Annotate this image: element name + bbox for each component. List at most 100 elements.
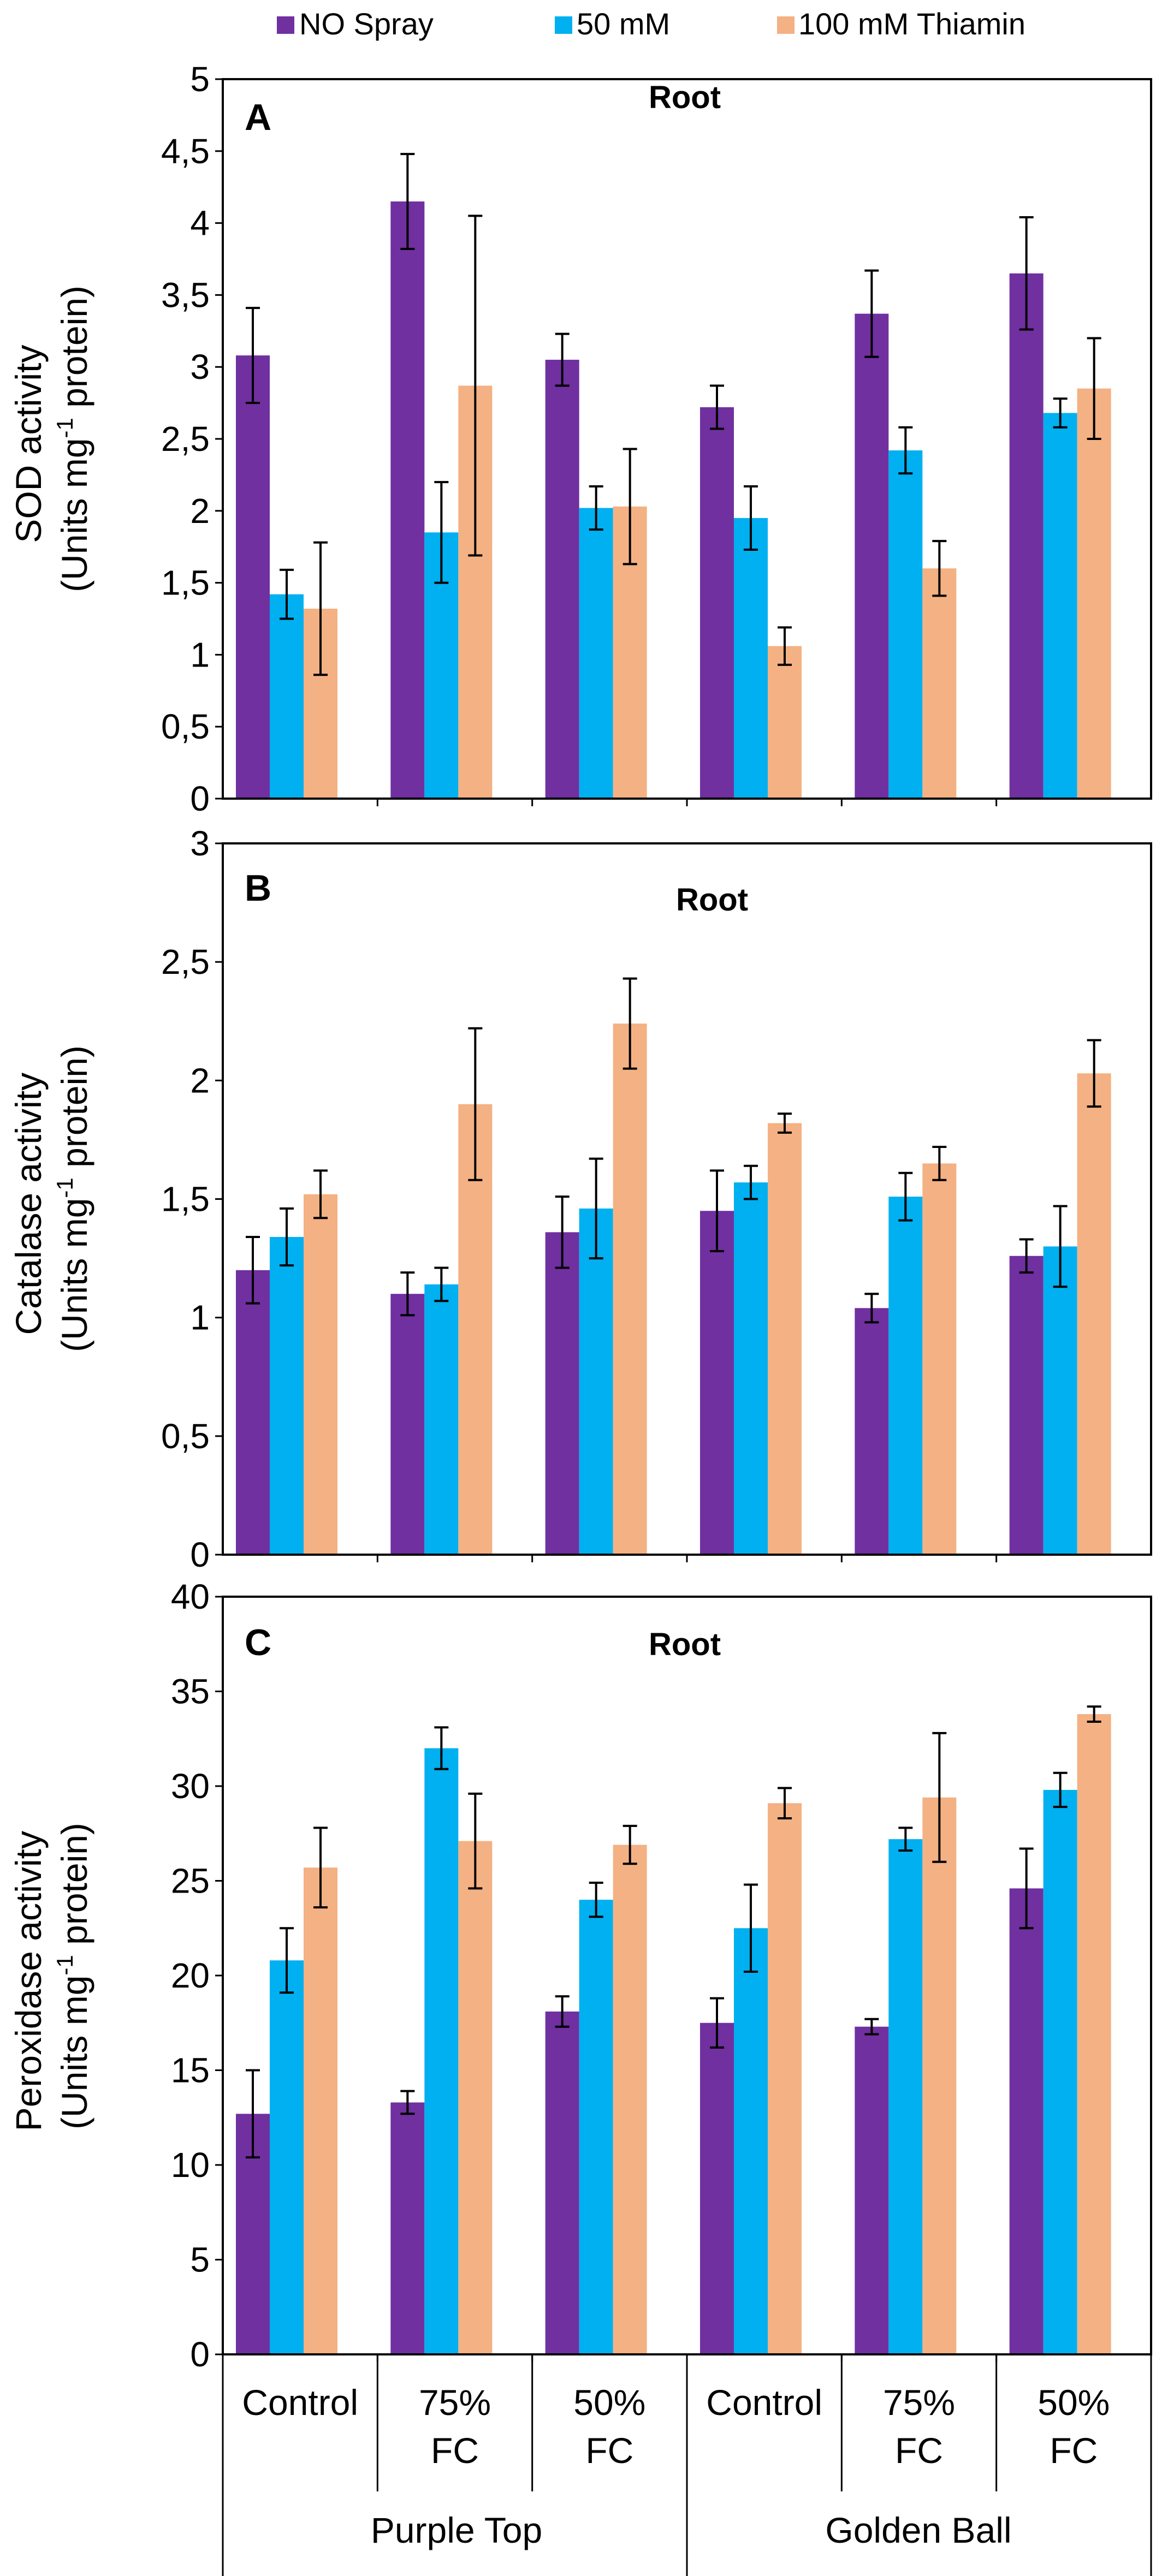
legend-swatch-no-spray: [277, 16, 294, 34]
category-label-line2: FC: [585, 2430, 633, 2471]
category-label: 75%: [883, 2382, 955, 2423]
category-label-line2: FC: [431, 2430, 479, 2471]
panel-c-bar-50mm: [888, 1839, 923, 2354]
legend-label-50mm: 50 mM: [577, 7, 670, 41]
panel-b-ylabel: Catalase activity (Units mg-1 protein): [8, 1045, 94, 1352]
panel-b-bar-50mm: [270, 1236, 304, 1555]
panel-c: 0 5 10 15 20 25 30 35 40 C Root Peroxidase activ…: [8, 1577, 1152, 2374]
category-label-line2: FC: [895, 2430, 943, 2471]
panel-a-ytick-label: 3: [190, 347, 210, 386]
panel-c-error-bar: [710, 1997, 724, 2049]
panel-c-error-bar: [555, 1995, 570, 2028]
panel-c-ylabel-line2: (Units mg-1 protein): [52, 1823, 94, 2129]
panel-a-error-bar: [589, 485, 603, 531]
panel-c-error-bar: [589, 1881, 603, 1918]
panel-c-error-bar: [778, 1787, 792, 1819]
panel-c-bar-100mm: [613, 1845, 647, 2354]
panel-c-error-bar: [744, 1883, 758, 1973]
panel-c-bar-50mm: [734, 1928, 768, 2354]
category-label-line2: FC: [1050, 2430, 1098, 2471]
panel-b-bar-no-spray: [700, 1211, 734, 1555]
panel-a-bar-100mm: [768, 646, 802, 799]
panel-c-ytick-label: 0: [190, 2335, 210, 2374]
panel-b-bar-no-spray: [390, 1294, 425, 1555]
panel-a-title: Root: [649, 80, 721, 115]
category-label: 50%: [573, 2382, 645, 2423]
panel-a-ytick-label: 2,5: [161, 419, 210, 459]
panel-a-error-bar: [744, 485, 758, 551]
panel-c-error-bar: [622, 1824, 637, 1865]
panel-b-error-bar: [555, 1195, 570, 1269]
panel-c-bar-no-spray: [855, 2026, 889, 2354]
panel-a-error-bar: [434, 481, 449, 584]
panel-a-ytick-label: 4,5: [161, 132, 210, 171]
panel-a-ytick-label: 0: [190, 779, 210, 818]
legend-label-no-spray: NO Spray: [299, 7, 434, 41]
panel-b-bar-no-spray: [1009, 1256, 1044, 1555]
panel-a-ytick-label: 4: [190, 204, 210, 243]
panel-a-bar-50mm: [270, 594, 304, 799]
panel-c-error-bar: [1019, 1847, 1034, 1930]
panel-a-error-bar: [898, 426, 913, 475]
panel-a-ytick-label: 3,5: [161, 275, 210, 314]
panel-a-error-bar: [932, 540, 947, 597]
panel-b-marks: 0 0,5 1 1,5 2 2,5 3: [161, 824, 1111, 1574]
panel-c-error-bar: [1087, 1705, 1101, 1723]
panel-c-bar-no-spray: [545, 2011, 579, 2354]
panel-b-title: Root: [676, 882, 748, 918]
panel-a-ytick-label: 0,5: [161, 707, 210, 746]
panel-a-bar-50mm: [734, 517, 768, 799]
legend: NO Spray 50 mM 100 mM Thiamin: [277, 7, 1025, 41]
panel-c-error-bar: [280, 1927, 294, 1994]
panel-c-error-bar: [932, 1732, 947, 1863]
panel-a: 0 0,5 1 1,5 2 2,5 3 3,5 4 4,5 5 A Root SOD activit…: [8, 60, 1152, 818]
panel-a-bar-no-spray: [700, 407, 734, 799]
panel-c-bar-100mm: [768, 1803, 802, 2354]
panel-c-error-bar: [313, 1827, 328, 1909]
panel-c-bar-50mm: [579, 1900, 613, 2354]
panel-a-ytick-label: 2: [190, 491, 210, 531]
panel-b-bar-100mm: [1077, 1073, 1111, 1555]
panel-b: 0 0,5 1 1,5 2 2,5 3 B Root Catalase activity (…: [8, 824, 1152, 1574]
group-label-golden-ball: Golden Ball: [825, 2510, 1011, 2550]
panel-c-bar-50mm: [270, 1960, 304, 2354]
panel-b-error-bar: [622, 977, 637, 1070]
panel-c-bar-100mm: [458, 1841, 493, 2354]
panel-b-error-bar: [710, 1169, 724, 1253]
panel-c-bar-100mm: [304, 1867, 337, 2354]
panel-a-error-bar: [864, 269, 879, 358]
x-axis-table: Control 75% FC 50% FC Control 75% FC 50% FC Purpl…: [222, 2354, 1152, 2576]
panel-c-marks: 0 5 10 15 20 25 30 35 40: [171, 1577, 1111, 2374]
group-label-purple-top: Purple Top: [371, 2510, 542, 2550]
panel-a-bar-100mm: [1077, 388, 1111, 799]
panel-b-error-bar: [864, 1293, 879, 1324]
panel-b-error-bar: [589, 1157, 603, 1260]
panel-c-bar-50mm: [424, 1748, 459, 2354]
panel-a-error-bar: [468, 215, 483, 557]
panel-b-error-bar: [468, 1027, 483, 1181]
panel-a-ytick-label: 5: [190, 60, 210, 99]
panel-c-bar-100mm: [1077, 1714, 1111, 2354]
panel-a-ylabel-line1: SOD activity: [8, 345, 49, 543]
panel-c-ytick-label: 40: [171, 1577, 210, 1616]
panel-b-error-bar: [434, 1266, 449, 1302]
panel-c-error-bar: [864, 2018, 879, 2036]
panel-b-bar-50mm: [734, 1182, 768, 1555]
panel-a-error-bar: [313, 541, 328, 676]
x-axis-categories: Control 75% FC 50% FC Control 75% FC 50% FC: [242, 2382, 1110, 2471]
panel-b-ytick-label: 1,5: [161, 1180, 210, 1219]
panel-a-error-bar: [1053, 397, 1068, 429]
panel-b-bar-100mm: [613, 1024, 647, 1555]
category-label: 75%: [419, 2382, 491, 2423]
panel-c-error-bar: [400, 2090, 415, 2115]
panel-c-ytick-label: 15: [171, 2051, 210, 2090]
panel-a-ylabel-line2: (Units mg-1 protein): [52, 285, 94, 592]
panel-b-error-bar: [778, 1113, 792, 1134]
panel-c-ytick-label: 35: [171, 1672, 210, 1711]
panel-c-ytick-label: 10: [171, 2145, 210, 2185]
panel-b-ylabel-line2: (Units mg-1 protein): [52, 1045, 94, 1352]
panel-a-ytick-label: 1: [190, 635, 210, 674]
panel-b-error-bar: [280, 1207, 294, 1267]
panel-a-bar-100mm: [922, 568, 957, 799]
